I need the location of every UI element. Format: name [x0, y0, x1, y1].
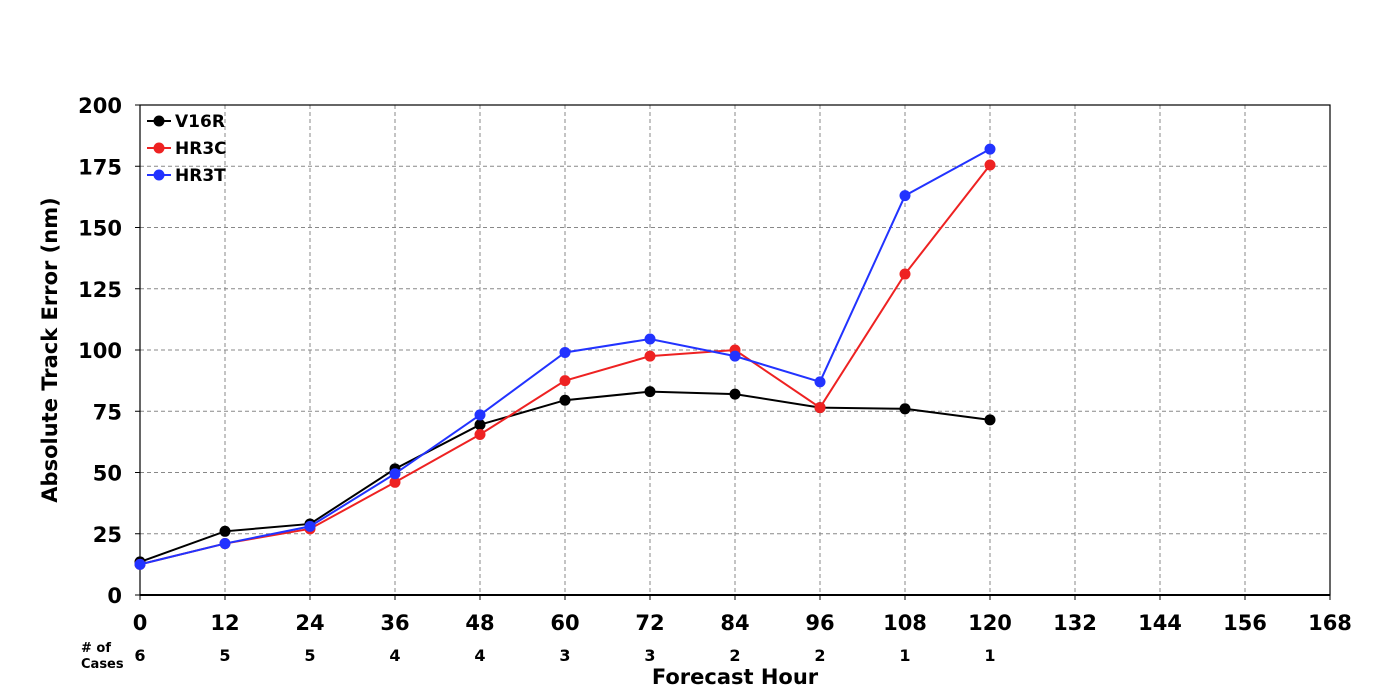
- y-tick-label: 150: [78, 217, 122, 241]
- legend-label-hr3c: HR3C: [175, 139, 227, 159]
- x-axis-label: Forecast Hour: [652, 665, 819, 689]
- case-count: 4: [389, 646, 400, 665]
- case-count: 3: [559, 646, 570, 665]
- x-tick-label: 108: [883, 611, 927, 635]
- x-tick-label: 60: [550, 611, 579, 635]
- legend-marker-v16r: [153, 115, 165, 127]
- case-count: 2: [729, 646, 740, 665]
- series: [134, 143, 996, 570]
- data-point-hr3c: [644, 350, 656, 362]
- data-point-hr3t: [474, 409, 486, 421]
- data-point-hr3t: [644, 333, 656, 345]
- case-count: 6: [134, 646, 145, 665]
- data-point-hr3c: [474, 429, 486, 441]
- y-tick-label: 0: [107, 584, 122, 608]
- data-point-hr3t: [389, 468, 401, 480]
- case-count: 1: [899, 646, 910, 665]
- legend-label-hr3t: HR3T: [175, 166, 226, 186]
- y-tick-label: 100: [78, 339, 122, 363]
- data-point-v16r: [644, 386, 656, 398]
- data-point-hr3c: [389, 476, 401, 488]
- x-tick-label: 168: [1308, 611, 1352, 635]
- data-point-hr3t: [729, 350, 741, 362]
- case-count: 5: [304, 646, 315, 665]
- y-tick-label: 75: [93, 400, 122, 424]
- data-point-hr3t: [814, 376, 826, 388]
- data-point-v16r: [729, 388, 741, 400]
- y-tick-label: 200: [78, 94, 122, 118]
- case-count: 2: [814, 646, 825, 665]
- case-count: 1: [984, 646, 995, 665]
- data-point-v16r: [899, 403, 911, 415]
- legend-marker-hr3t: [153, 169, 165, 181]
- y-axis-label: Absolute Track Error (nm): [38, 197, 62, 502]
- case-count: 4: [474, 646, 485, 665]
- x-tick-label: 36: [380, 611, 409, 635]
- data-point-hr3t: [304, 520, 316, 532]
- cases-label-line2: Cases: [81, 657, 124, 672]
- data-point-hr3t: [899, 190, 911, 202]
- data-point-v16r: [984, 414, 996, 426]
- x-tick-label: 48: [465, 611, 494, 635]
- case-count: 5: [219, 646, 230, 665]
- y-tick-label: 125: [78, 278, 122, 302]
- x-tick-label: 120: [968, 611, 1012, 635]
- x-tick-label: 144: [1138, 611, 1182, 635]
- data-point-hr3t: [559, 346, 571, 358]
- y-tick-label: 25: [93, 523, 122, 547]
- legend: V16R HR3C HR3T: [147, 112, 227, 186]
- data-point-hr3t: [134, 558, 146, 570]
- x-tick-label: 156: [1223, 611, 1267, 635]
- x-tick-label: 0: [133, 611, 148, 635]
- cases-label-line1: # of: [81, 641, 111, 656]
- data-point-v16r: [474, 419, 486, 431]
- x-tick-label: 12: [210, 611, 239, 635]
- data-point-hr3c: [984, 159, 996, 171]
- data-point-hr3c: [559, 375, 571, 387]
- data-point-hr3t: [219, 538, 231, 550]
- data-point-hr3t: [984, 143, 996, 155]
- y-tick-label: 50: [93, 462, 122, 486]
- data-point-hr3c: [899, 268, 911, 280]
- case-count: 3: [644, 646, 655, 665]
- data-point-v16r: [559, 394, 571, 406]
- y-tick-label: 175: [78, 155, 122, 179]
- x-tick-label: 96: [805, 611, 834, 635]
- x-tick-label: 24: [295, 611, 324, 635]
- x-tick-label: 84: [720, 611, 749, 635]
- data-point-hr3c: [814, 402, 826, 414]
- x-tick-label: 132: [1053, 611, 1097, 635]
- legend-label-v16r: V16R: [175, 112, 225, 132]
- data-point-v16r: [219, 525, 231, 537]
- axis-ticks: 0 12 24 36 48 60 72 84 96 108 120 132 144 156 168 0 25 50…: [78, 94, 1352, 635]
- x-tick-label: 72: [635, 611, 664, 635]
- legend-marker-hr3c: [153, 142, 165, 154]
